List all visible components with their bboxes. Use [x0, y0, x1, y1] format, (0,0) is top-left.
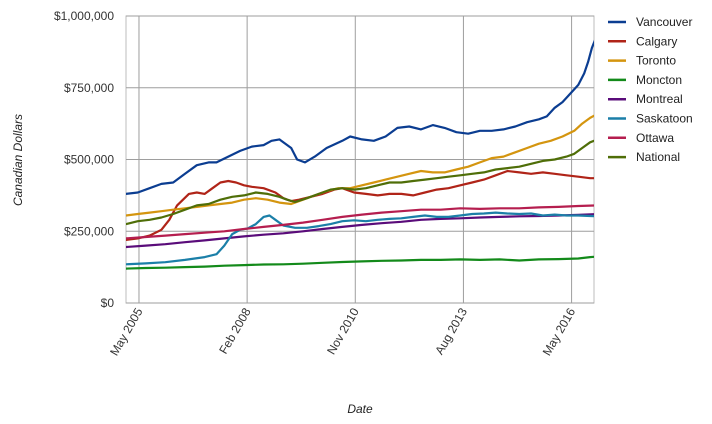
legend-label-saskatoon: Saskatoon — [636, 112, 693, 126]
y-tick-label: $250,000 — [64, 224, 114, 238]
y-axis-title: Canadian Dollars — [11, 114, 25, 206]
legend-label-toronto: Toronto — [636, 54, 676, 68]
x-tick-label: Nov 2010 — [324, 305, 362, 357]
y-tick-label: $500,000 — [64, 153, 114, 167]
series-layer — [126, 39, 594, 270]
legend-label-ottawa: Ottawa — [636, 131, 674, 145]
y-tick-label: $0 — [101, 296, 115, 310]
legend-label-calgary: Calgary — [636, 34, 677, 48]
x-axis-ticks: May 2005 Feb 2008 Nov 2010 Aug 2013 May 2016 — [107, 305, 578, 358]
legend-label-national: National — [636, 150, 680, 164]
legend: Vancouver Calgary Toronto Moncton Montreal Sa… — [608, 15, 693, 164]
series-line-moncton — [126, 255, 594, 270]
y-tick-label: $1,000,000 — [54, 9, 114, 23]
series-line-montreal — [126, 213, 594, 249]
legend-label-moncton: Moncton — [636, 73, 682, 87]
x-tick-label: Feb 2008 — [216, 305, 254, 356]
series-line-toronto — [126, 114, 594, 217]
series-line-vancouver — [126, 39, 594, 195]
legend-label-montreal: Montreal — [636, 92, 683, 106]
x-axis-title: Date — [347, 402, 373, 416]
series-line-saskatoon — [126, 211, 594, 266]
legend-label-vancouver: Vancouver — [636, 15, 692, 29]
y-axis-ticks: $0 $250,000 $500,000 $750,000 $1,000,000 — [54, 9, 114, 310]
x-tick-label: Aug 2013 — [432, 305, 470, 357]
series-line-ottawa — [126, 204, 594, 240]
x-tick-label: May 2005 — [107, 305, 146, 358]
series-line-national — [126, 139, 594, 226]
watermark-text: HTTPS://DAF53.IR — [222, 366, 502, 401]
grid-layer — [125, 15, 595, 304]
x-tick-label: May 2016 — [540, 305, 579, 358]
y-tick-label: $750,000 — [64, 81, 114, 95]
